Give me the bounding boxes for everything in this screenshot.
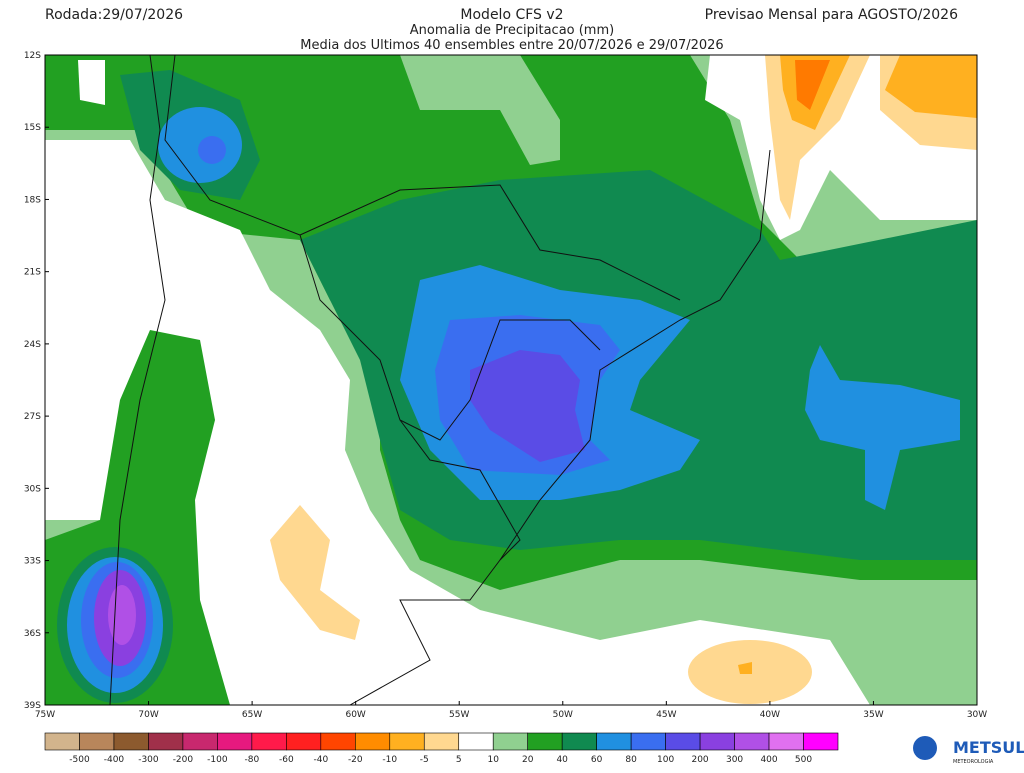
legend-label: -10 <box>382 755 397 765</box>
logo-globe <box>913 736 937 760</box>
legend-swatch <box>389 732 425 751</box>
forecast-label: Previsao Mensal para AGOSTO/2026 <box>705 7 958 23</box>
legend-swatch <box>355 732 391 751</box>
legend-swatch <box>217 732 253 751</box>
lon-label: 60W <box>345 710 365 720</box>
title: Modelo CFS v2 <box>460 7 563 23</box>
legend-swatch <box>286 732 322 751</box>
legend-swatch <box>734 732 770 751</box>
legend-label: -20 <box>348 755 363 765</box>
legend-swatch <box>527 732 563 751</box>
legend-swatch <box>251 732 287 751</box>
legend-label: 60 <box>591 755 603 765</box>
legend-label: 100 <box>657 755 674 765</box>
legend-label: -200 <box>173 755 194 765</box>
legend-label: 300 <box>726 755 743 765</box>
legend-label: 20 <box>522 755 534 765</box>
lat-label: 18S <box>24 195 41 205</box>
lat-label: 12S <box>24 51 41 61</box>
lon-label: 35W <box>863 710 883 720</box>
legend-label: 400 <box>760 755 777 765</box>
legend-swatch <box>803 732 839 751</box>
lon-label: 45W <box>656 710 676 720</box>
legend-label: 500 <box>795 755 812 765</box>
legend-swatch <box>630 732 666 751</box>
lon-label: 75W <box>35 710 55 720</box>
legend-swatch <box>768 732 804 751</box>
map <box>45 55 977 705</box>
legend-swatch <box>113 732 149 751</box>
legend-label: -500 <box>69 755 90 765</box>
legend-swatch <box>458 732 494 751</box>
lon-label: 50W <box>553 710 573 720</box>
logo-name: METSUL <box>953 738 1024 757</box>
legend-label: -100 <box>207 755 228 765</box>
legend-label: -60 <box>279 755 294 765</box>
lon-label: 40W <box>760 710 780 720</box>
subtitle: Anomalia de Precipitacao (mm) <box>410 23 614 38</box>
legend-swatch <box>182 732 218 751</box>
run-date: Rodada:29/07/2026 <box>45 7 183 23</box>
legend-swatch <box>44 732 80 751</box>
lat-label: 33S <box>24 557 41 567</box>
map-frame <box>44 54 978 706</box>
legend-swatch <box>561 732 597 751</box>
legend-label: -300 <box>138 755 159 765</box>
legend-swatch <box>148 732 184 751</box>
legend-label: -400 <box>104 755 125 765</box>
legend-swatch <box>79 732 115 751</box>
legend-label: 80 <box>625 755 637 765</box>
legend-swatch <box>699 732 735 751</box>
legend-swatch <box>423 732 460 751</box>
legend-label: -5 <box>420 755 429 765</box>
legend-swatch <box>596 732 632 751</box>
legend-swatch <box>320 732 356 751</box>
lat-label: 39S <box>24 701 41 711</box>
logo-tagline: METEOROLOGIA <box>953 759 994 765</box>
lat-label: 24S <box>24 340 41 350</box>
lon-label: 70W <box>138 710 158 720</box>
lon-label: 65W <box>242 710 262 720</box>
lat-label: 36S <box>24 629 41 639</box>
lat-label: 30S <box>24 484 41 494</box>
lat-label: 15S <box>24 123 41 133</box>
legend-label: 5 <box>456 755 462 765</box>
legend-swatch <box>492 732 528 751</box>
legend-label: 10 <box>487 755 499 765</box>
legend-label: -80 <box>245 755 260 765</box>
lat-label: 21S <box>24 268 41 278</box>
legend-label: -40 <box>313 755 328 765</box>
legend-swatch <box>665 732 701 751</box>
lon-label: 55W <box>449 710 469 720</box>
lat-label: 27S <box>24 412 41 422</box>
lon-label: 30W <box>967 710 987 720</box>
legend-label: 200 <box>691 755 708 765</box>
legend-label: 40 <box>556 755 568 765</box>
note: Media dos Ultimos 40 ensembles entre 20/… <box>300 38 723 53</box>
